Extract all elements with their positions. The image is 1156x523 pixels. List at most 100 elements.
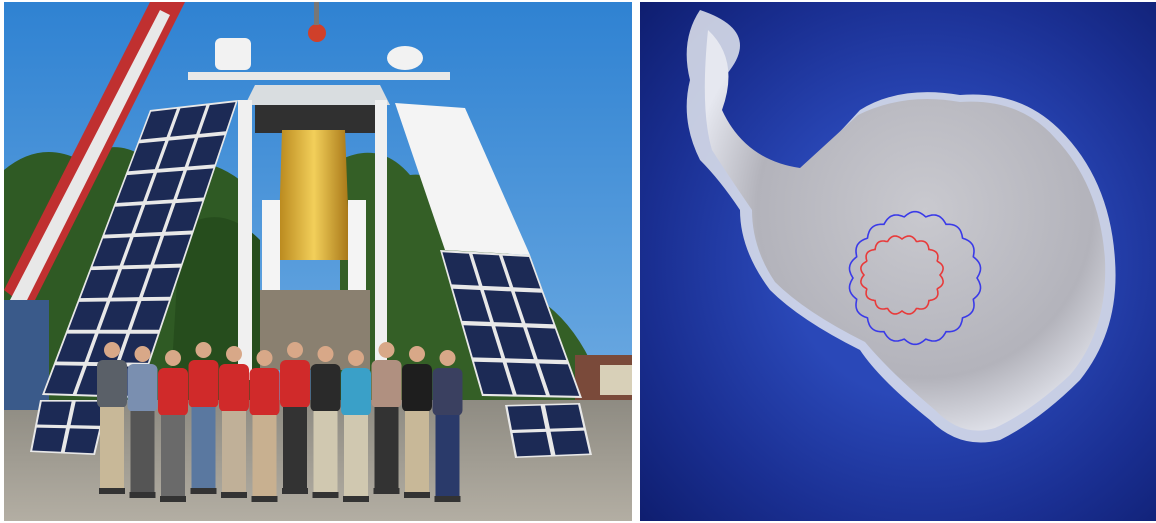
solar-cell bbox=[199, 102, 236, 134]
shirt bbox=[158, 368, 188, 416]
solar-cell bbox=[80, 269, 119, 299]
tank bbox=[348, 200, 366, 300]
solar-cell bbox=[526, 327, 567, 361]
contour bbox=[860, 235, 944, 315]
head bbox=[439, 350, 456, 366]
photo-right bbox=[640, 2, 1156, 521]
cable bbox=[314, 2, 319, 25]
shoes bbox=[99, 488, 125, 494]
legs bbox=[222, 411, 246, 496]
instrument-foil bbox=[278, 130, 350, 260]
solar-cell bbox=[452, 288, 491, 322]
head bbox=[348, 350, 364, 366]
legs bbox=[313, 411, 338, 496]
shirt bbox=[371, 360, 402, 408]
tank bbox=[262, 200, 280, 300]
solar-cell bbox=[495, 326, 534, 360]
legs bbox=[374, 407, 399, 492]
shirt bbox=[432, 368, 463, 416]
legs bbox=[252, 415, 277, 500]
solar-cell bbox=[188, 135, 225, 167]
shirt bbox=[188, 360, 219, 408]
solar-cell bbox=[56, 333, 95, 362]
solar-panels bbox=[30, 100, 592, 458]
head bbox=[165, 350, 181, 366]
gondola-frame bbox=[238, 100, 252, 380]
shirt bbox=[97, 360, 127, 408]
solar-cell bbox=[111, 268, 150, 298]
legs bbox=[161, 415, 185, 500]
shoes bbox=[251, 496, 278, 502]
solar-cell bbox=[550, 430, 590, 455]
antenna-dome bbox=[215, 38, 251, 70]
solar-cell bbox=[483, 290, 522, 324]
solar-cell bbox=[502, 255, 541, 289]
shirt bbox=[310, 364, 341, 412]
panel-frame bbox=[440, 250, 582, 398]
head bbox=[134, 346, 151, 362]
release-hook bbox=[308, 24, 326, 42]
head bbox=[287, 342, 303, 358]
legs bbox=[283, 407, 307, 492]
solar-cell bbox=[135, 203, 172, 234]
head bbox=[256, 350, 273, 366]
gondola-frame bbox=[255, 105, 377, 133]
solar-cell bbox=[32, 427, 66, 452]
reflector-panel bbox=[395, 103, 530, 255]
shirt bbox=[341, 368, 371, 416]
contour bbox=[848, 210, 982, 346]
shoes bbox=[312, 492, 339, 498]
solar-cell bbox=[128, 140, 166, 172]
solar-cell bbox=[70, 401, 106, 426]
solar-cell bbox=[116, 173, 154, 203]
shirt bbox=[402, 364, 432, 412]
shoes bbox=[343, 496, 369, 502]
solar-cell bbox=[506, 362, 546, 396]
head bbox=[226, 346, 242, 362]
solar-cell bbox=[131, 300, 169, 330]
legs bbox=[191, 407, 216, 492]
head bbox=[195, 342, 212, 358]
shoes bbox=[190, 488, 217, 494]
solar-cell bbox=[44, 365, 84, 395]
people bbox=[97, 342, 463, 502]
contours bbox=[848, 210, 982, 346]
shoes bbox=[129, 492, 156, 498]
solar-cell bbox=[140, 108, 177, 140]
solar-cell bbox=[92, 237, 130, 267]
solar-cell bbox=[545, 404, 584, 429]
shirt bbox=[127, 364, 158, 412]
antenna-boom bbox=[188, 72, 450, 80]
shirt bbox=[219, 364, 249, 412]
solar-cell bbox=[463, 325, 502, 359]
solar-cell bbox=[442, 252, 479, 286]
solar-cell bbox=[514, 291, 554, 325]
solar-cell bbox=[146, 170, 184, 202]
solar-cell bbox=[64, 428, 100, 454]
head bbox=[104, 342, 120, 358]
shirt bbox=[280, 360, 310, 408]
legs bbox=[130, 411, 155, 496]
solar-cell bbox=[158, 138, 195, 169]
solar-cell bbox=[474, 361, 513, 395]
shirt bbox=[249, 368, 280, 416]
photo-left bbox=[4, 2, 632, 521]
shoes bbox=[434, 496, 461, 502]
solar-cell bbox=[99, 301, 138, 330]
shoes bbox=[160, 496, 186, 502]
solar-cell bbox=[539, 363, 580, 396]
legs bbox=[405, 411, 429, 496]
solar-cell bbox=[165, 201, 203, 232]
legs bbox=[100, 407, 124, 492]
head bbox=[378, 342, 395, 358]
head bbox=[409, 346, 425, 362]
shoes bbox=[282, 488, 308, 494]
crane-base bbox=[4, 300, 49, 410]
shoes bbox=[404, 492, 430, 498]
solar-cell bbox=[68, 301, 107, 330]
legs bbox=[435, 415, 460, 500]
solar-cell bbox=[123, 235, 161, 266]
building bbox=[600, 365, 632, 395]
